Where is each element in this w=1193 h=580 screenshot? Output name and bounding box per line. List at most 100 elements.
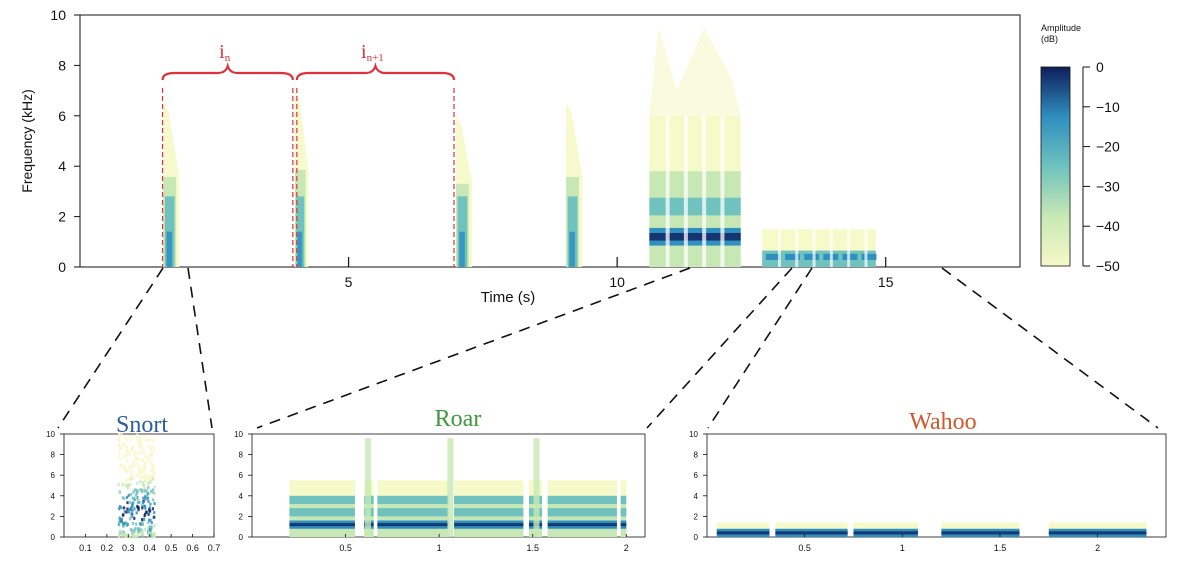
snort-energy-cell	[136, 495, 139, 499]
snort-energy-cell	[134, 455, 137, 459]
roar-energy-mid	[649, 171, 741, 267]
snort-energy-cell	[130, 470, 133, 474]
snort-y-tick-label: 8	[51, 451, 56, 460]
roar-segment-mid	[454, 499, 524, 537]
snort-energy-cell	[140, 443, 143, 447]
snort-energy-cell	[153, 511, 156, 515]
snort-energy-cell	[119, 531, 122, 535]
snort-energy-cell	[123, 468, 126, 472]
wahoo-spectrogram	[716, 522, 1147, 537]
roar-y-tick-label: 8	[239, 451, 244, 460]
snort-x-tick-label: 0.3	[122, 543, 135, 553]
snort-energy-cell	[151, 477, 154, 481]
snort-energy-cell	[118, 529, 122, 533]
roar-fundamental	[649, 232, 741, 241]
snort-energy-cell	[123, 496, 126, 500]
snort-energy-cell	[141, 501, 144, 505]
snort-energy-cell	[124, 436, 127, 440]
interval-label: in	[219, 41, 231, 64]
connector-wahoo-left	[707, 267, 813, 429]
snort-energy-cell	[129, 475, 132, 479]
wahoo-fundamental	[853, 531, 918, 535]
wahoo-call-segment	[861, 253, 877, 260]
snort-energy-cell	[148, 528, 151, 532]
colorbar-tick-label: −10	[1096, 99, 1120, 115]
snort-energy-cell	[130, 449, 133, 453]
snort-energy-cell	[147, 445, 150, 449]
wahoo-fundamental	[775, 531, 848, 535]
snort-energy-cell	[137, 527, 141, 531]
wahoo-gap	[777, 229, 781, 267]
connector-snort-left	[57, 267, 164, 429]
snort-energy-cell	[151, 463, 154, 467]
snort-energy-cell	[141, 533, 144, 537]
snort-energy-cell	[129, 492, 132, 496]
snort-energy-cell	[126, 477, 129, 481]
snort-energy-cell	[135, 488, 138, 492]
connector-roar-right	[646, 267, 793, 429]
snort-energy-cell	[136, 497, 139, 501]
roar-harmonic-band	[620, 495, 627, 505]
snort-y-tick-label: 2	[51, 512, 56, 521]
roar-gap	[683, 27, 688, 267]
spectrogram-event-snort	[163, 103, 180, 267]
snort-energy-cell	[145, 462, 148, 466]
snort-energy-cell	[130, 473, 134, 477]
snort-energy-cell	[134, 493, 138, 497]
roar-harmonic-band	[547, 508, 617, 517]
snort-energy-cell	[140, 504, 144, 508]
snort-energy-cell	[131, 509, 134, 513]
snort-energy-cell	[118, 451, 121, 455]
snort-energy-cell	[138, 500, 141, 504]
snort-energy-cell	[149, 502, 152, 506]
snort-energy-cell	[140, 475, 144, 479]
snort-energy-cell	[147, 475, 150, 479]
snort-energy-cell	[137, 466, 140, 470]
snort-energy-cell	[126, 522, 129, 526]
snort-energy-cell	[136, 501, 139, 505]
snort-energy-cell	[132, 532, 135, 536]
snort-x-tick-label: 0.7	[208, 543, 221, 553]
snort-energy-cell	[153, 515, 156, 519]
snort-energy-cell	[136, 433, 139, 437]
snort-energy-cell	[126, 449, 129, 453]
interval-annotation-1: in+1	[295, 41, 456, 267]
snort-energy-cell	[118, 507, 121, 511]
roar-fundamental	[620, 523, 627, 527]
snort-energy-cell	[136, 527, 139, 531]
snort-energy-cell	[138, 473, 141, 477]
snort-energy-cell	[153, 502, 156, 506]
snort-energy-cell	[152, 534, 155, 538]
snort-energy-cell	[140, 450, 143, 454]
snort-energy-cell	[122, 521, 125, 525]
snort-energy-cell	[139, 529, 142, 533]
snort-energy-cell	[136, 533, 139, 537]
snort-energy-cell	[150, 525, 153, 529]
colorbar-tick-label: −30	[1096, 178, 1120, 194]
main-y-tick-label: 4	[58, 158, 66, 174]
snort-energy-cell	[131, 445, 134, 449]
colorbar-title: Amplitude	[1041, 23, 1081, 33]
zoom-connectors	[57, 267, 1159, 429]
snort-energy-cell	[149, 461, 152, 465]
snort-energy-cell	[132, 535, 135, 539]
snort-energy-cell	[148, 492, 151, 496]
snort-energy-cell	[147, 521, 150, 525]
snort-energy-cell	[143, 476, 146, 480]
snort-energy-cell	[133, 464, 136, 468]
snort-x-tick-label: 0.1	[79, 543, 92, 553]
roar-x-tick-label: 0.5	[339, 543, 352, 553]
main-y-tick-label: 10	[50, 7, 66, 23]
snort-energy-cell	[138, 475, 141, 479]
snort-energy-cell	[141, 521, 144, 525]
snort-energy-cell	[152, 498, 155, 502]
snort-energy-cell	[119, 464, 122, 468]
snort-energy-cell	[149, 518, 152, 522]
wahoo-y-tick-label: 8	[694, 451, 699, 460]
roar-harmonic-band	[649, 197, 741, 216]
snort-energy-cell	[153, 485, 156, 489]
snort-energy-cell	[130, 512, 133, 516]
snort-energy-cell	[140, 458, 143, 462]
snort-energy-cell	[142, 504, 146, 508]
